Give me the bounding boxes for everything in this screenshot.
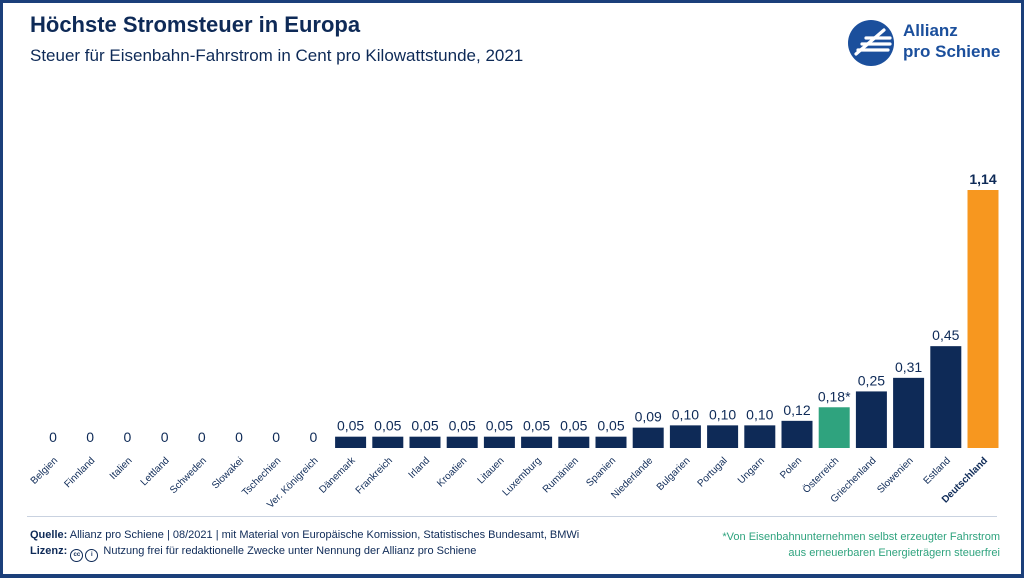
value-label-12: 0,05 bbox=[486, 418, 513, 434]
category-label-19: Ungarn bbox=[736, 455, 767, 486]
value-label-19: 0,10 bbox=[746, 406, 773, 422]
category-label-1: Finnland bbox=[62, 455, 97, 490]
value-label-16: 0,09 bbox=[635, 409, 662, 425]
creative-commons-icon: cc bbox=[70, 549, 84, 562]
category-label-3: Lettland bbox=[139, 455, 172, 488]
value-label-5: 0 bbox=[235, 429, 243, 445]
value-label-8: 0,05 bbox=[337, 418, 364, 434]
bar-16 bbox=[632, 427, 664, 448]
value-label-10: 0,05 bbox=[411, 418, 438, 434]
category-label-8: Dänemark bbox=[317, 455, 358, 496]
category-label-9: Frankreich bbox=[354, 455, 395, 496]
value-label-23: 0,31 bbox=[895, 359, 922, 375]
bar-13 bbox=[521, 436, 553, 448]
logo-line-2: pro Schiene bbox=[903, 42, 1001, 61]
category-label-24: Estland bbox=[922, 455, 953, 486]
footnote-line-2: aus erneuerbaren Energieträgern steuerfr… bbox=[788, 547, 1000, 559]
footer-license: Lizenz: cc i Nutzung frei für redaktionel… bbox=[30, 545, 476, 562]
rail-logo-icon bbox=[848, 20, 894, 66]
value-label-6: 0 bbox=[272, 429, 280, 445]
category-label-20: Polen bbox=[778, 455, 804, 481]
category-label-13: Luxemburg bbox=[501, 455, 544, 498]
value-label-15: 0,05 bbox=[597, 418, 624, 434]
value-label-3: 0 bbox=[161, 429, 169, 445]
value-label-4: 0 bbox=[198, 429, 206, 445]
category-label-11: Kroatien bbox=[435, 455, 469, 489]
bars-layer bbox=[335, 190, 999, 448]
category-label-4: Schweden bbox=[168, 455, 209, 496]
category-label-17: Bulgarien bbox=[655, 455, 693, 493]
category-label-10: Irland bbox=[407, 455, 432, 480]
bar-14 bbox=[558, 436, 590, 448]
value-label-24: 0,45 bbox=[932, 327, 959, 343]
value-label-0: 0 bbox=[49, 429, 57, 445]
bar-8 bbox=[335, 436, 367, 448]
chart-title: Höchste Stromsteuer in Europa bbox=[30, 12, 361, 37]
value-label-7: 0 bbox=[310, 429, 318, 445]
bar-11 bbox=[446, 436, 478, 448]
value-label-14: 0,05 bbox=[560, 418, 587, 434]
allianz-pro-schiene-logo: Allianz pro Schiene bbox=[846, 18, 1006, 70]
logo-line-1: Allianz bbox=[903, 21, 958, 40]
value-label-11: 0,05 bbox=[449, 418, 476, 434]
bar-15 bbox=[595, 436, 627, 448]
value-label-13: 0,05 bbox=[523, 418, 550, 434]
footnote: *Von Eisenbahnunternehmen selbst erzeugt… bbox=[722, 529, 1000, 561]
value-label-20: 0,12 bbox=[783, 402, 810, 418]
logo-wordmark: Allianz pro Schiene bbox=[903, 20, 1000, 62]
bar-9 bbox=[372, 436, 404, 448]
bar-24 bbox=[930, 346, 962, 448]
category-label-23: Slowenien bbox=[875, 455, 915, 495]
value-label-25: 1,14 bbox=[969, 171, 996, 187]
source-text: Allianz pro Schiene | 08/2021 | mit Mate… bbox=[69, 529, 580, 541]
category-label-12: Litauen bbox=[476, 455, 507, 486]
value-label-21: 0,18* bbox=[818, 388, 851, 404]
value-label-18: 0,10 bbox=[709, 406, 736, 422]
value-label-2: 0 bbox=[124, 429, 132, 445]
category-label-14: Rumänien bbox=[541, 455, 581, 495]
bar-12 bbox=[483, 436, 515, 448]
bar-22 bbox=[855, 391, 887, 448]
attribution-icon: i bbox=[85, 549, 99, 562]
category-label-5: Slowakei bbox=[210, 455, 246, 491]
value-label-17: 0,10 bbox=[672, 406, 699, 422]
category-label-18: Portugal bbox=[696, 455, 730, 489]
footnote-line-1: *Von Eisenbahnunternehmen selbst erzeugt… bbox=[722, 531, 1000, 543]
license-label: Lizenz: bbox=[30, 545, 68, 557]
value-labels-layer: 0 0 0 0 0 0 0 0 0,05 0,05 0,05 0,05 0,05 0,05 0,05 0,05… bbox=[49, 171, 997, 445]
bar-chart: 0 0 0 0 0 0 0 0 0,05 0,05 0,05 0,05 0,05 0,05 0,05 0,05… bbox=[29, 171, 999, 511]
bar-23 bbox=[893, 377, 925, 448]
bar-19 bbox=[744, 425, 776, 448]
bar-21 bbox=[818, 407, 850, 448]
category-label-15: Spanien bbox=[584, 455, 618, 489]
footer-separator bbox=[27, 516, 997, 517]
source-label: Quelle: bbox=[30, 529, 68, 541]
footer-source: Quelle: Allianz pro Schiene | 08/2021 | … bbox=[30, 529, 579, 541]
category-label-0: Belgien bbox=[29, 455, 60, 486]
bar-25 bbox=[967, 190, 999, 448]
chart-subtitle: Steuer für Eisenbahn-Fahrstrom in Cent p… bbox=[30, 46, 524, 65]
bar-17 bbox=[669, 425, 701, 448]
license-text: Nutzung frei für redaktionelle Zwecke un… bbox=[103, 545, 477, 557]
bar-10 bbox=[409, 436, 441, 448]
value-label-1: 0 bbox=[86, 429, 94, 445]
category-label-2: Italien bbox=[108, 455, 135, 482]
value-label-9: 0,05 bbox=[374, 418, 401, 434]
value-label-22: 0,25 bbox=[858, 372, 885, 388]
bar-20 bbox=[781, 420, 813, 448]
bar-18 bbox=[707, 425, 739, 448]
